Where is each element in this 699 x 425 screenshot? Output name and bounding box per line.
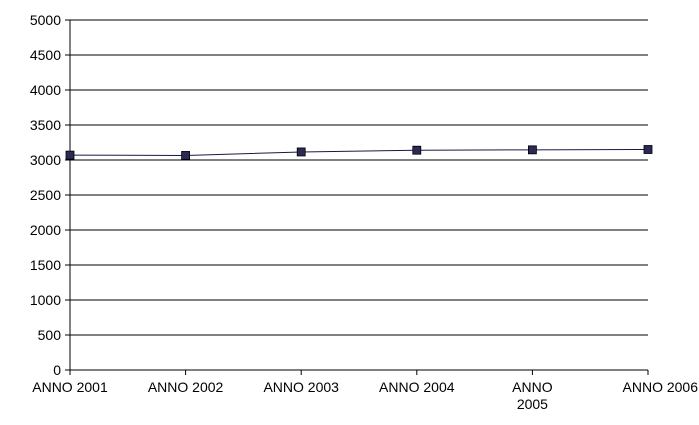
data-point-marker <box>643 145 653 154</box>
y-tick-label: 3000 <box>30 152 61 168</box>
x-tick-label: ANNO 2006 <box>623 379 699 395</box>
y-tick-label: 1500 <box>30 257 61 273</box>
y-axis-ticks: 0 500 1000 1500 2000 2500 3000 3500 4000 4500 5000 <box>30 12 70 378</box>
x-tick-label-line: ANNO 2003 <box>263 379 339 395</box>
data-point-marker <box>181 151 191 160</box>
x-tick-label: ANNO 2001 <box>32 379 108 395</box>
y-tick-label: 1000 <box>30 292 61 308</box>
x-tick-label-line: ANNO 2004 <box>379 379 455 395</box>
data-point-marker <box>528 145 537 155</box>
data-point-marker <box>296 147 306 157</box>
data-point-marker <box>412 145 422 155</box>
y-tick-label: 4500 <box>30 47 61 63</box>
series-group <box>65 145 653 160</box>
y-tick-label: 2000 <box>30 222 61 238</box>
y-tick-label: 5000 <box>30 12 61 28</box>
x-tick-label-line: ANNO 2002 <box>148 379 224 395</box>
series-line <box>69 149 649 156</box>
gridlines <box>70 19 648 336</box>
data-point-marker <box>65 150 75 160</box>
x-tick-label-line: ANNO 2001 <box>32 379 108 395</box>
y-tick-label: 0 <box>53 362 61 378</box>
y-tick-label: 2500 <box>30 187 61 203</box>
x-tick-label-line: ANNO 2006 <box>623 379 699 395</box>
x-tick-label: ANNO 2003 <box>263 379 339 395</box>
y-tick-label: 500 <box>38 327 62 343</box>
x-tick-label: ANNO 2005 <box>512 379 553 412</box>
x-tick-label: ANNO 2004 <box>379 379 455 395</box>
x-axis-ticks: ANNO 2001 ANNO 2002 ANNO 2003 ANNO 2004 ANNO… <box>32 370 698 412</box>
x-tick-label: ANNO 2002 <box>148 379 224 395</box>
x-tick-label-line: ANNO <box>512 379 553 395</box>
x-tick-label-line: 2005 <box>517 396 548 412</box>
y-tick-label: 4000 <box>30 82 61 98</box>
y-tick-label: 3500 <box>30 117 61 133</box>
